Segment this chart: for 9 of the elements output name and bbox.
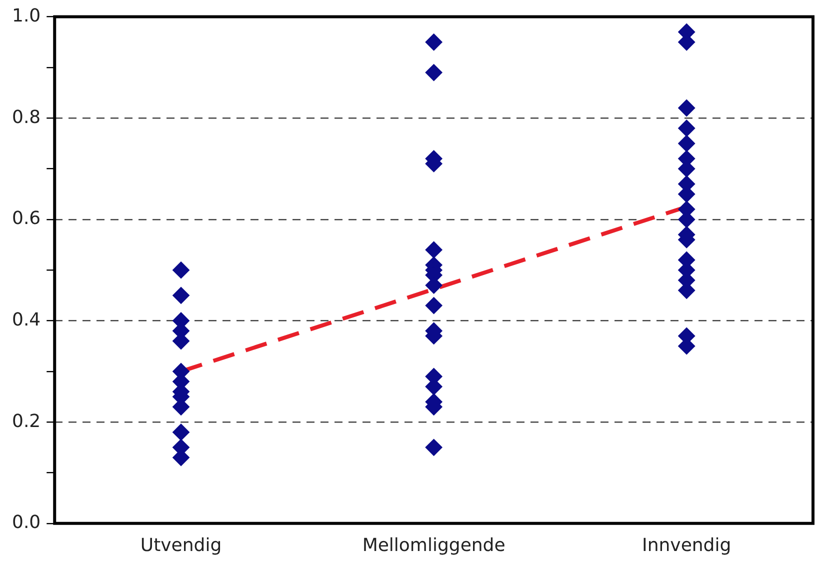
y-tick-label: 0.6 [12,208,41,230]
x-tick-label: Mellomliggende [362,534,506,556]
y-tick-label: 1.0 [12,5,41,26]
y-tick-label: 0.0 [12,512,41,534]
y-tick-label: 0.8 [12,106,41,128]
x-tick-label: Innvendig [642,534,732,556]
y-tick-label: 0.4 [12,309,41,330]
x-tick-label: Utvendig [140,534,222,556]
y-tick-label: 0.2 [12,410,41,432]
